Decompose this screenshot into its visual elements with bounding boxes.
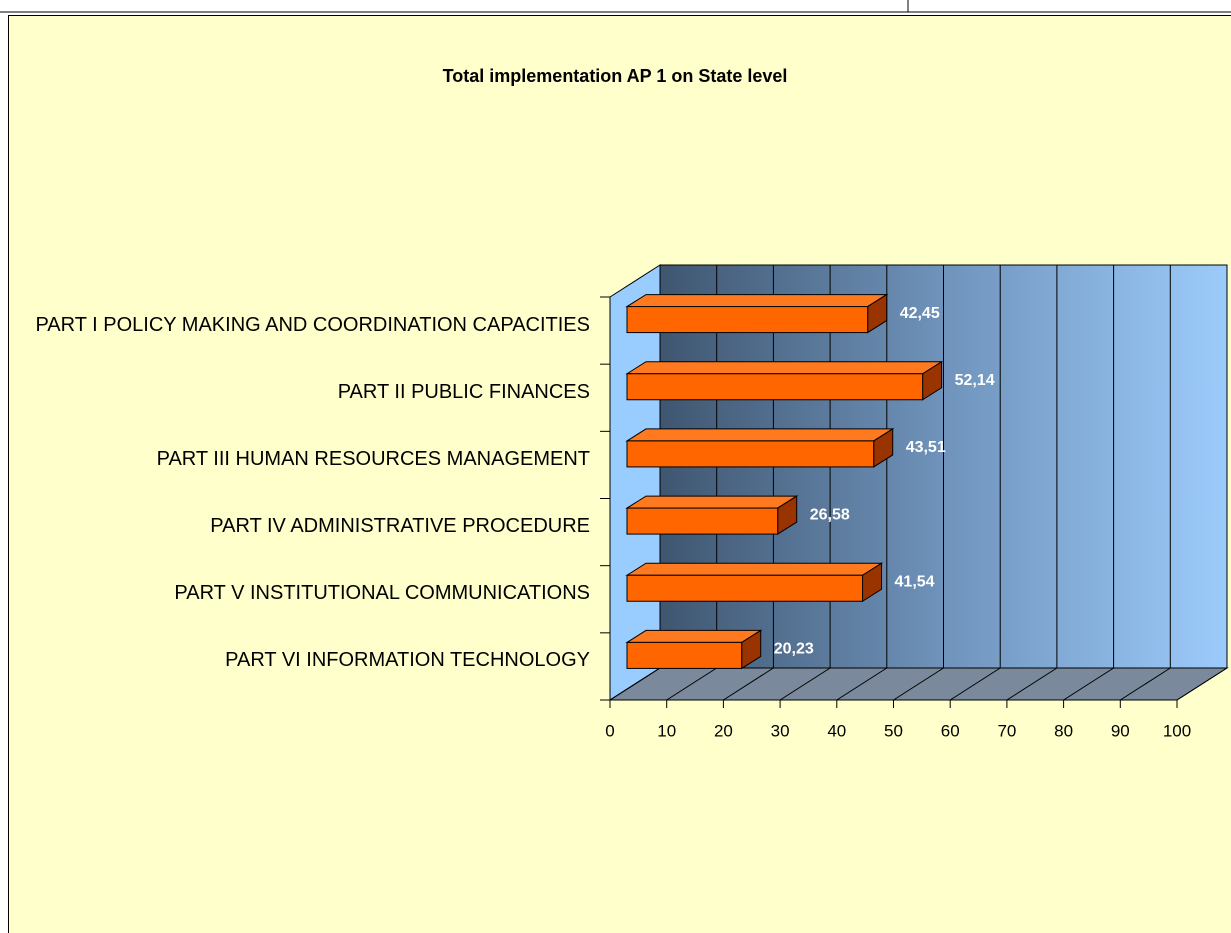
x-tick-label: 80 bbox=[1054, 721, 1073, 740]
y-tick-label: PART II PUBLIC FINANCES bbox=[10, 380, 590, 404]
y-tick-label: PART IV ADMINISTRATIVE PROCEDURE bbox=[10, 514, 590, 538]
data-label: 26,58 bbox=[810, 506, 850, 523]
category-text: PART VI INFORMATION TECHNOLOGY bbox=[225, 649, 590, 672]
data-label: 42,45 bbox=[900, 305, 940, 322]
data-label: 52,14 bbox=[955, 372, 995, 389]
y-tick-label: PART I POLICY MAKING AND COORDINATION CA… bbox=[10, 313, 590, 337]
grid-line bbox=[836, 667, 888, 701]
grid-line bbox=[609, 667, 661, 701]
chart-title: Total implementation AP 1 on State level bbox=[443, 66, 788, 86]
y-tick-label: PART V INSTITUTIONAL COMMUNICATIONS bbox=[10, 581, 590, 605]
category-text: PART III HUMAN RESOURCES MANAGEMENT bbox=[156, 447, 590, 470]
data-label: 43,51 bbox=[906, 439, 946, 456]
data-label: 20,23 bbox=[774, 641, 814, 658]
data-label: 41,54 bbox=[895, 573, 935, 590]
bar bbox=[626, 641, 743, 669]
x-tick-label: 60 bbox=[941, 721, 960, 740]
x-tick-label: 30 bbox=[771, 721, 790, 740]
bar-top bbox=[625, 294, 889, 308]
category-text: PART II PUBLIC FINANCES bbox=[337, 380, 590, 403]
bar bbox=[626, 507, 779, 535]
bar bbox=[626, 373, 924, 401]
category-text: PART V INSTITUTIONAL COMMUNICATIONS bbox=[174, 582, 590, 605]
bar-top bbox=[625, 629, 763, 643]
grid-line bbox=[893, 667, 944, 701]
x-tick-label: 50 bbox=[884, 721, 903, 740]
y-tick-label: PART VI INFORMATION TECHNOLOGY bbox=[10, 648, 590, 672]
bar-top bbox=[625, 428, 895, 442]
grid-line bbox=[1176, 667, 1228, 701]
x-tick-label: 0 bbox=[605, 721, 614, 740]
grid-line bbox=[723, 667, 774, 701]
grid-line bbox=[1120, 667, 1171, 701]
grid-line bbox=[666, 667, 717, 701]
bar bbox=[626, 440, 875, 468]
category-text: PART IV ADMINISTRATIVE PROCEDURE bbox=[210, 515, 590, 538]
x-tick-label: 10 bbox=[657, 721, 676, 740]
grid-line bbox=[779, 667, 831, 701]
category-text: PART I POLICY MAKING AND COORDINATION CA… bbox=[35, 313, 590, 336]
bar bbox=[626, 574, 864, 602]
bar bbox=[626, 306, 869, 334]
x-tick-label: 90 bbox=[1111, 721, 1130, 740]
bar-top bbox=[625, 495, 799, 509]
x-tick-label: 70 bbox=[997, 721, 1016, 740]
bar-top bbox=[625, 562, 884, 576]
y-tick-label: PART III HUMAN RESOURCES MANAGEMENT bbox=[10, 447, 590, 471]
x-tick-label: 100 bbox=[1163, 721, 1191, 740]
x-tick-label: 20 bbox=[714, 721, 733, 740]
x-tick-label: 40 bbox=[827, 721, 846, 740]
grid-line bbox=[949, 667, 1001, 701]
grid-line bbox=[1063, 667, 1114, 701]
bar-top bbox=[625, 361, 944, 375]
grid-line bbox=[1006, 667, 1058, 701]
